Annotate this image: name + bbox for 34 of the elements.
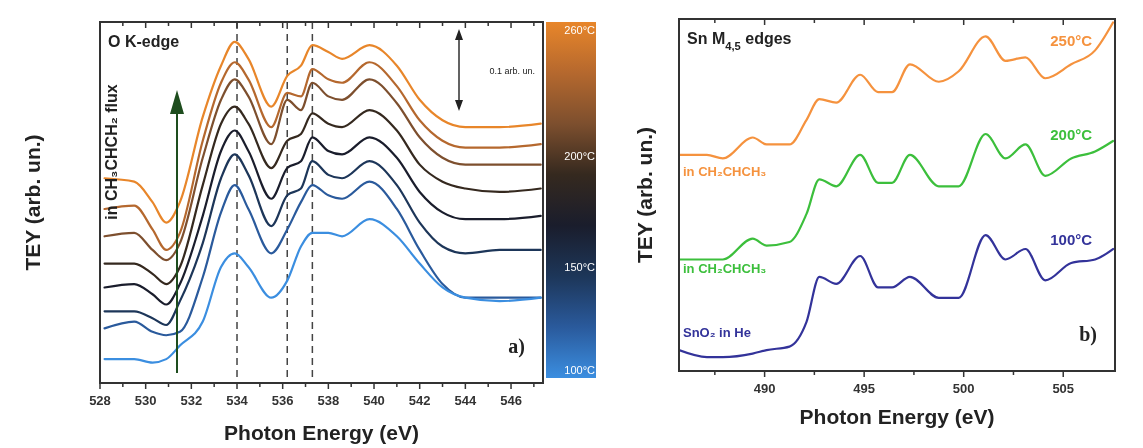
x-tick-label: 532 [180,393,203,408]
y-axis-title: TEY (arb. un.) [633,126,656,264]
annotation: in CH₃CHCH₂ flux [103,84,120,220]
x-tick-label: 528 [89,393,111,408]
x-axis-title: Photon Energy (eV) [799,405,995,428]
color-bar-label: 200°C [564,149,596,162]
series-label: 100°C [1050,230,1093,248]
x-tick-label: 540 [363,393,385,408]
x-tick-label: 505 [1052,381,1075,396]
y-axis-title: TEY (arb. un.) [21,134,44,271]
annotation: O K-edge [108,33,180,50]
series-label: 200°C [1050,126,1093,144]
annotation: Sn M$_{4,5}$ edges [687,30,792,52]
x-tick-label: 500 [952,381,975,396]
x-tick-label: 544 [454,393,477,408]
annotation: a) [508,335,525,358]
x-tick-label: 538 [317,393,340,408]
annotation: in CH₂CHCH₃ [683,164,767,179]
color-bar-label: 260°C [564,24,596,36]
x-tick-label: 530 [134,393,157,408]
x-tick-label: 534 [226,393,249,408]
annotation: SnO₂ in He [683,325,751,340]
x-axis-title: Photon Energy (eV) [224,421,419,444]
annotation: in CH₂CHCH₃ [683,261,767,276]
x-tick-label: 490 [753,381,776,396]
color-bar-label: 100°C [564,364,596,376]
color-bar-label: 150°C [564,260,596,273]
x-tick-label: 542 [408,393,431,408]
x-tick-label: 495 [853,381,875,396]
x-tick-label: 536 [271,393,294,408]
x-tick-label: 546 [500,393,522,408]
series-label: 250°C [1050,32,1093,50]
annotation: 0.1 arb. un. [489,66,535,76]
annotation: b) [1079,323,1097,346]
